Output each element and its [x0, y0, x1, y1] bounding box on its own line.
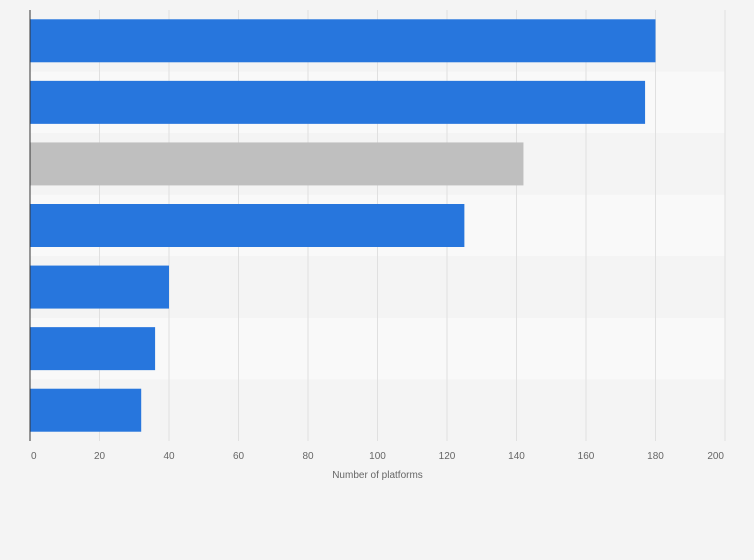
- bar[interactable]: [30, 19, 656, 63]
- x-tick-labels: 0 20 40 60 80 100 120 140 160 180 200: [31, 451, 724, 462]
- x-tick-label: 100: [369, 451, 386, 462]
- x-tick-label: 120: [439, 451, 456, 462]
- x-tick-label: 140: [508, 451, 525, 462]
- bar[interactable]: [30, 142, 524, 186]
- bar[interactable]: [30, 80, 646, 124]
- x-axis-title: Number of platforms: [332, 470, 423, 481]
- x-tick-label: 80: [302, 451, 314, 462]
- x-tick-label: 160: [578, 451, 595, 462]
- bars: [30, 19, 656, 432]
- x-tick-label: 0: [31, 451, 37, 462]
- bar[interactable]: [30, 204, 465, 247]
- bar[interactable]: [30, 327, 156, 371]
- x-tick-label: 20: [94, 451, 106, 462]
- x-tick-label: 200: [707, 451, 724, 462]
- x-tick-label: 60: [233, 451, 245, 462]
- bar[interactable]: [30, 388, 142, 432]
- bar[interactable]: [30, 265, 169, 309]
- x-tick-label: 40: [163, 451, 175, 462]
- x-tick-label: 180: [647, 451, 664, 462]
